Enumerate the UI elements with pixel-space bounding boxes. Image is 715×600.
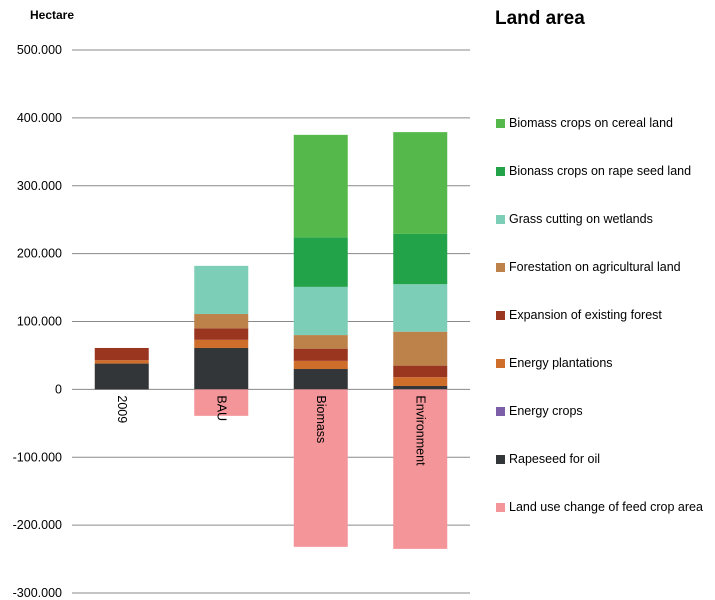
legend-swatch — [496, 214, 505, 224]
bar-segment — [293, 134, 348, 238]
y-tick-label: 400.000 — [17, 111, 62, 125]
legend-label: Energy crops — [509, 404, 583, 418]
bars — [94, 132, 448, 549]
legend-label: Bionass crops on rape seed land — [509, 164, 692, 178]
y-axis-label: Hectare — [30, 8, 75, 22]
bar-segment — [393, 365, 448, 378]
bar-segment — [194, 265, 249, 315]
bar-segment — [393, 385, 448, 390]
bar-segment — [94, 347, 149, 361]
legend-item: Energy crops — [496, 404, 583, 418]
legend-item: Grass cutting on wetlands — [496, 212, 653, 226]
x-tick-label: Environment — [413, 395, 427, 466]
bar-segment — [194, 328, 249, 340]
legend-swatch — [496, 310, 505, 320]
legend-item: Forestation on agricultural land — [496, 260, 681, 274]
legend-label: Biomass crops on cereal land — [509, 116, 673, 130]
y-tick-label: -200.000 — [13, 518, 62, 532]
bar-segment — [393, 389, 448, 549]
y-tick-label: 0 — [55, 382, 62, 396]
legend-item: Rapeseed for oil — [496, 452, 600, 466]
x-tick-label: Biomass — [314, 395, 328, 443]
legend-swatch — [496, 502, 505, 512]
bar-segment — [293, 369, 348, 390]
y-tick-label: 200.000 — [17, 247, 62, 261]
legend-item: Land use change of feed crop area — [496, 500, 703, 514]
bar-segment — [393, 233, 448, 285]
chart-title: Land area — [495, 8, 585, 29]
bar-segment — [194, 339, 249, 348]
bar-segment — [393, 331, 448, 366]
bar-segment — [393, 377, 448, 386]
bar-segment — [293, 237, 348, 287]
y-tick-label: 100.000 — [17, 315, 62, 329]
bar-segment — [194, 347, 249, 390]
legend-swatch — [496, 118, 505, 128]
y-tick-label: 300.000 — [17, 179, 62, 193]
x-tick-label: BAU — [214, 395, 228, 421]
legend-swatch — [496, 358, 505, 368]
bar-segment — [94, 363, 149, 390]
y-tick-label: 500.000 — [17, 43, 62, 57]
bar-segment — [194, 314, 249, 329]
y-tick-label: -300.000 — [13, 586, 62, 600]
bar-segment — [293, 348, 348, 361]
bar-segment — [194, 389, 249, 416]
bar-segment — [293, 360, 348, 370]
legend-item: Energy plantations — [496, 356, 613, 370]
legend-label: Expansion of existing forest — [509, 308, 662, 322]
legend-label: Grass cutting on wetlands — [509, 212, 653, 226]
bar-segment — [293, 389, 348, 547]
legend-swatch — [496, 406, 505, 416]
bar-segment — [94, 360, 149, 364]
bar-segment — [393, 284, 448, 332]
x-tick-label: 2009 — [115, 395, 129, 423]
y-tick-label: -100.000 — [13, 450, 62, 464]
legend-swatch — [496, 454, 505, 464]
legend-item: Expansion of existing forest — [496, 308, 662, 322]
legend-label: Land use change of feed crop area — [509, 500, 703, 514]
legend-item: Biomass crops on cereal land — [496, 116, 673, 130]
y-tick-labels: 500.000 400.000 300.000 200.000 100.000 0 -100… — [13, 43, 62, 600]
legend-label: Energy plantations — [509, 356, 613, 370]
bar-segment — [393, 132, 448, 234]
bar-segment — [293, 335, 348, 349]
legend-label: Forestation on agricultural land — [509, 260, 681, 274]
legend-item: Bionass crops on rape seed land — [496, 164, 691, 178]
legend-swatch — [496, 166, 505, 176]
bar-segment — [293, 286, 348, 336]
legend-label: Rapeseed for oil — [509, 452, 601, 466]
legend-swatch — [496, 262, 505, 272]
x-tick-labels: 2009 BAU Biomass Environment — [115, 395, 428, 466]
